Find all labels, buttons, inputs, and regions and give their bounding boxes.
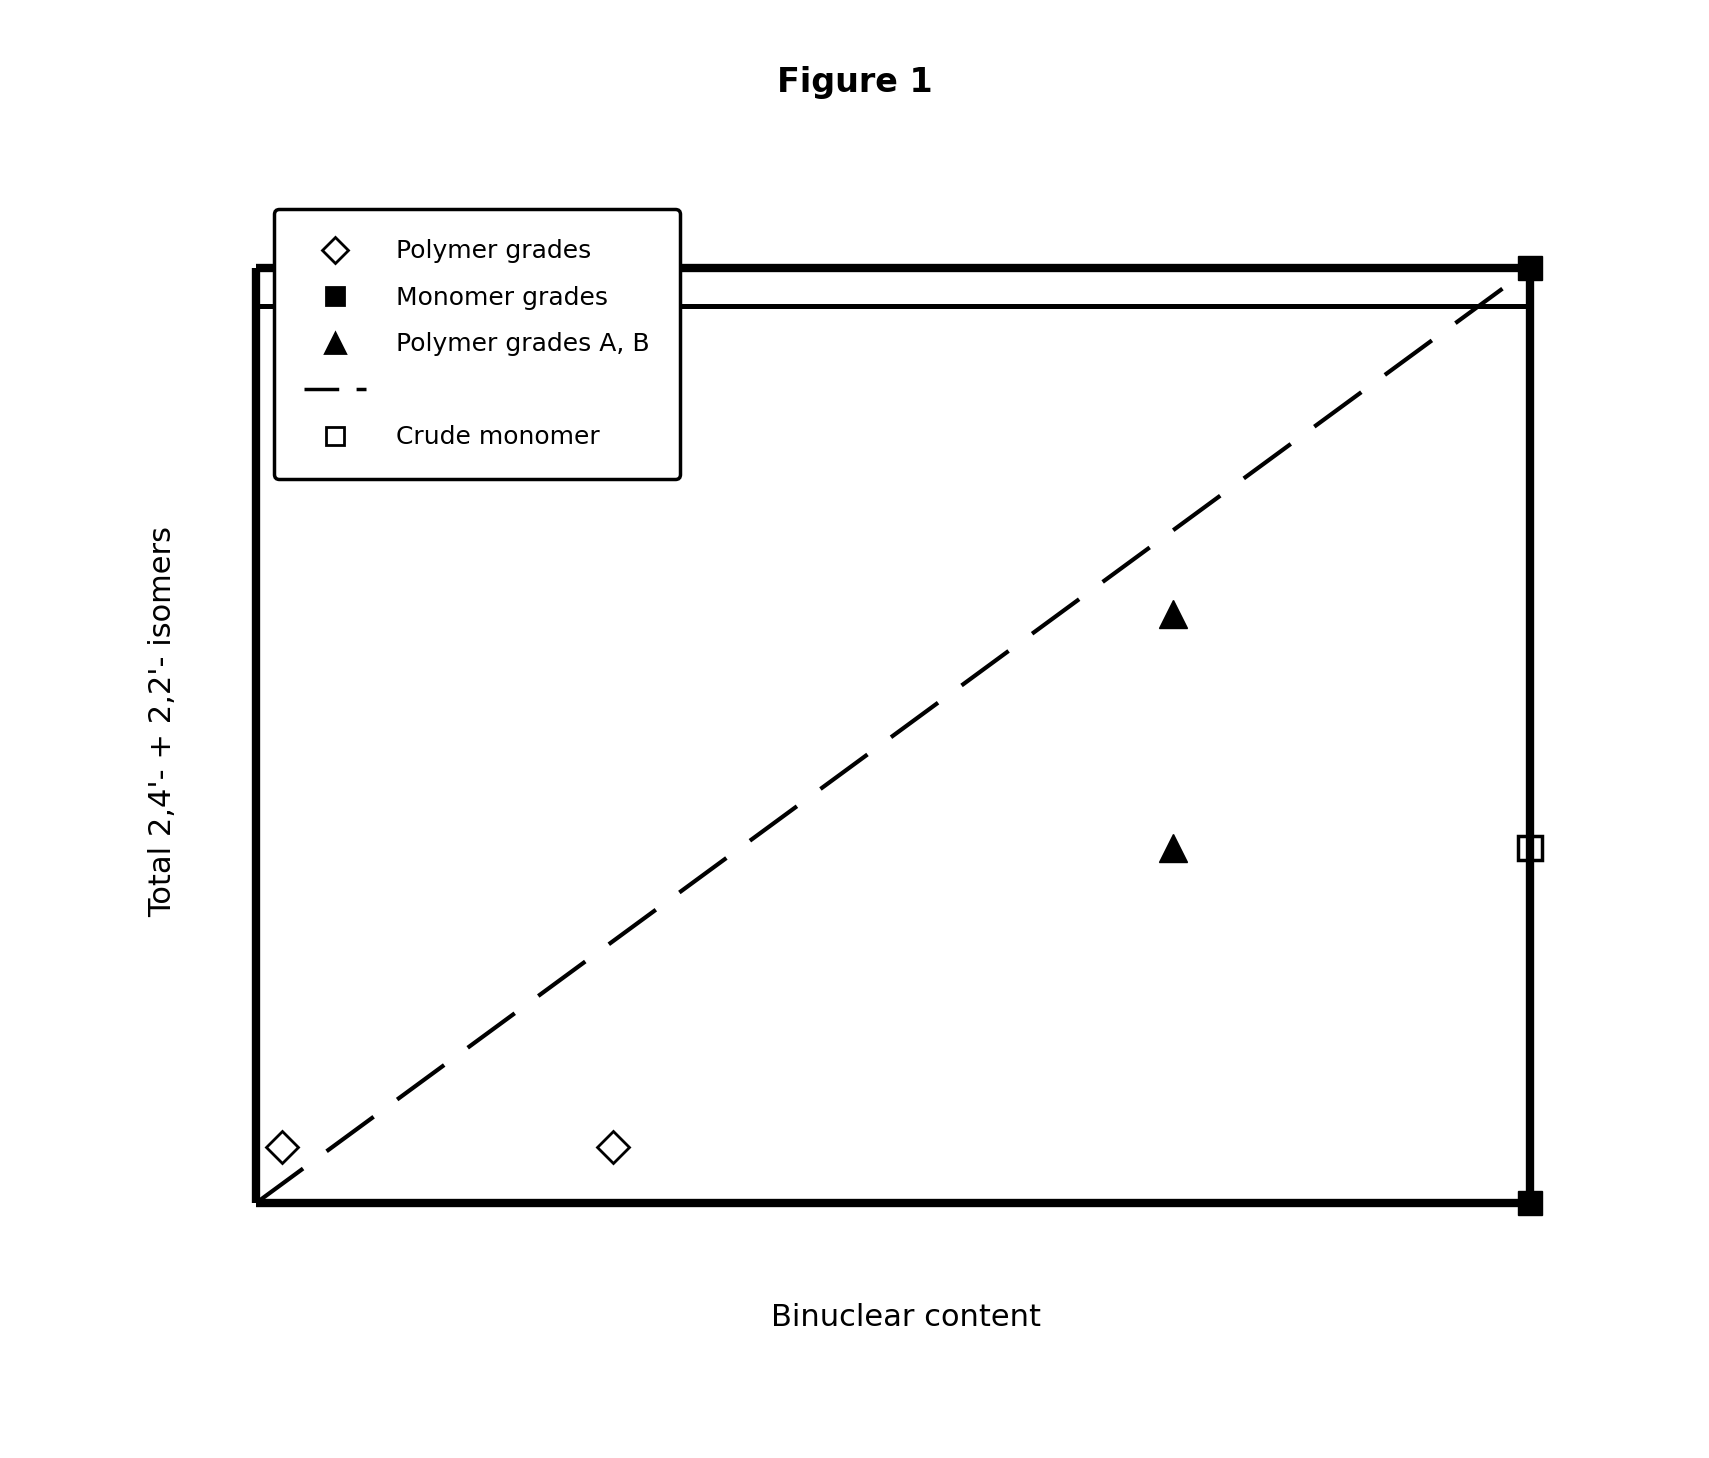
Text: Figure 1: Figure 1 [776, 66, 933, 99]
X-axis label: Binuclear content: Binuclear content [771, 1303, 1041, 1333]
Y-axis label: Total 2,4'- + 2,2'- isomers: Total 2,4'- + 2,2'- isomers [149, 526, 178, 917]
Legend: Polymer grades, Monomer grades, Polymer grades A, B, , Crude monomer: Polymer grades, Monomer grades, Polymer … [273, 210, 680, 480]
